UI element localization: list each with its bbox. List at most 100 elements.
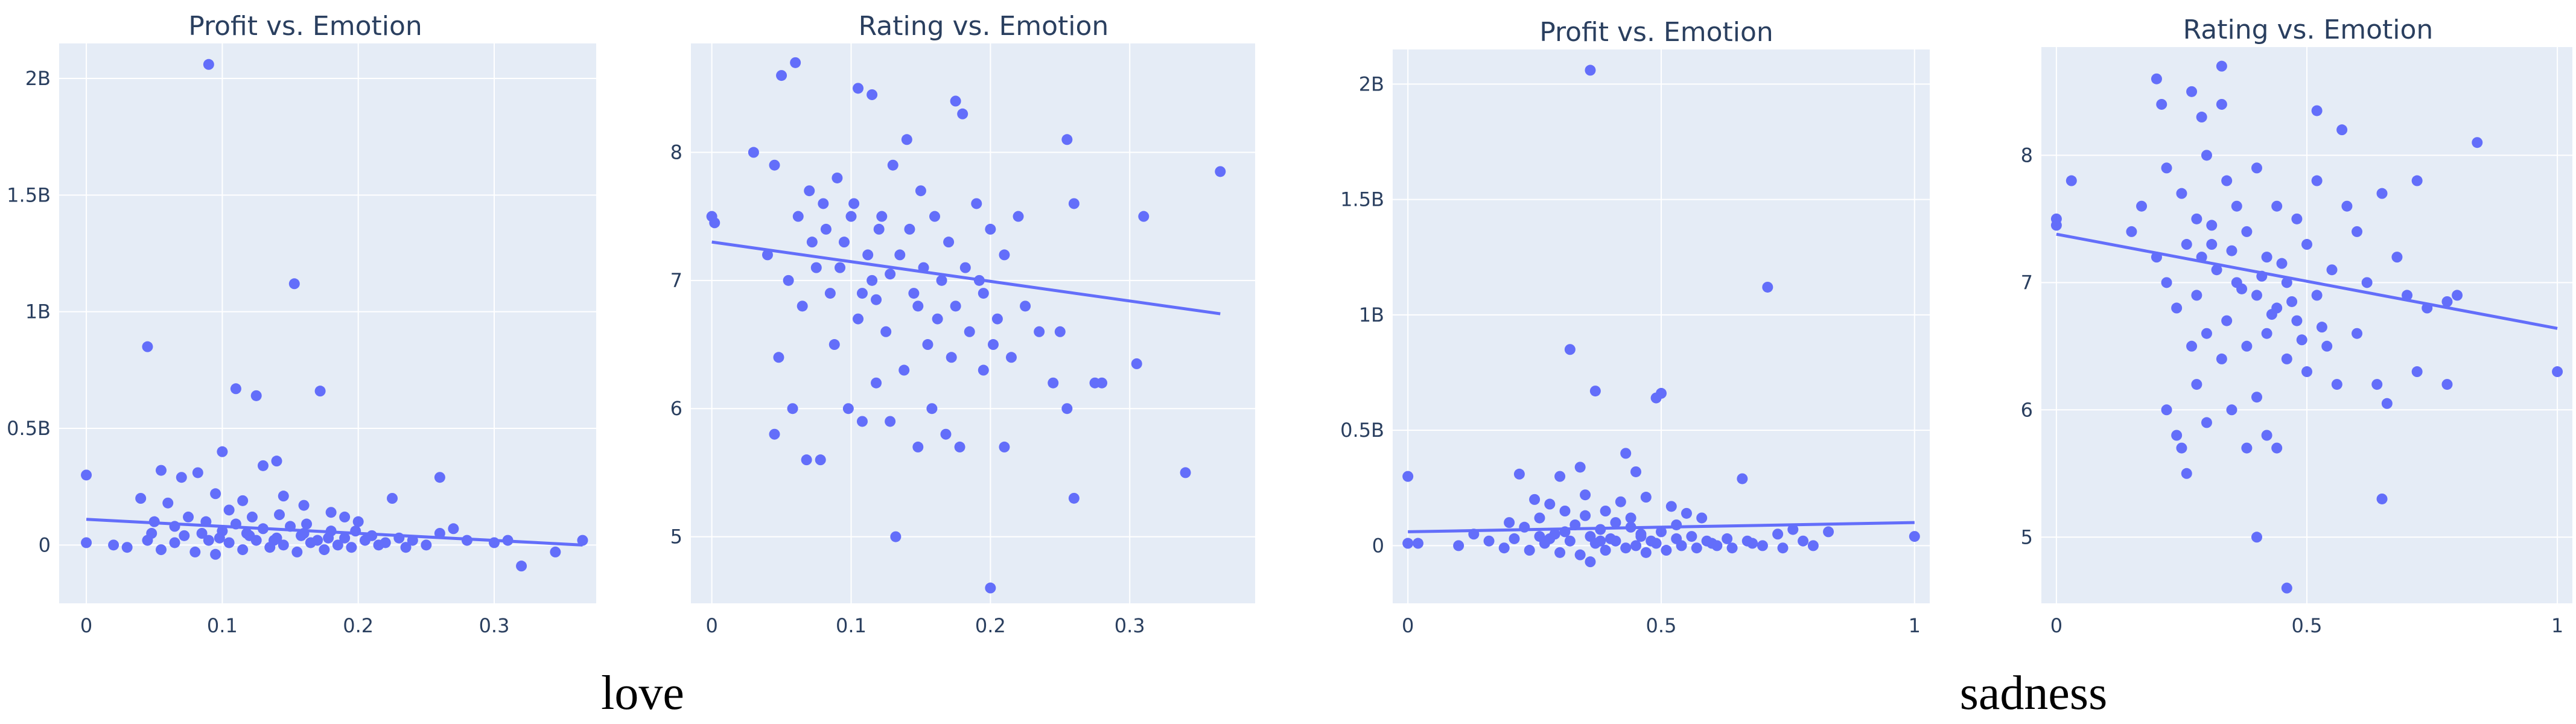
scatter-point — [999, 441, 1010, 453]
scatter-point — [301, 518, 313, 530]
y-tick-label: 2B — [25, 67, 51, 90]
scatter-point — [709, 217, 720, 229]
scatter-point — [271, 456, 282, 467]
scatter-point — [192, 467, 203, 478]
scatter-point — [2161, 404, 2172, 416]
x-tick-label: 0 — [705, 614, 717, 637]
scatter-point — [269, 535, 279, 546]
scatter-point — [2381, 398, 2393, 409]
scatter-point — [1215, 166, 1226, 177]
chart-title: Profit vs. Emotion — [1539, 17, 1773, 48]
scatter-point — [155, 465, 167, 476]
scatter-point — [1554, 547, 1566, 558]
scatter-point — [1610, 535, 1621, 547]
scatter-point — [2176, 188, 2187, 199]
scatter-point — [1726, 542, 1738, 554]
scatter-point — [2241, 226, 2253, 237]
scatter-point — [189, 546, 201, 557]
scatter-point — [1722, 533, 1733, 544]
y-tick-label: 1B — [25, 300, 51, 323]
scatter-point — [2376, 493, 2388, 504]
scatter-point — [352, 516, 364, 527]
scatter-point — [1595, 535, 1606, 547]
scatter-point — [957, 108, 968, 119]
scatter-point — [932, 313, 943, 325]
scatter-point — [1096, 377, 1108, 389]
scatter-point — [2156, 98, 2167, 110]
scatter-point — [867, 275, 878, 286]
scatter-point — [2241, 442, 2253, 454]
scatter-point — [773, 352, 784, 363]
scatter-point — [1909, 531, 1920, 542]
scatter-point — [842, 403, 854, 414]
scatter-point — [1005, 352, 1017, 363]
caption-sadness: sadness — [1960, 667, 2107, 720]
y-tick-label: 7 — [670, 269, 682, 292]
scatter-point — [1534, 512, 1545, 524]
scatter-point — [1574, 462, 1586, 473]
scatter-point — [1656, 387, 1667, 399]
scatter-point — [2331, 379, 2342, 390]
scatter-point — [2201, 150, 2212, 161]
scatter-point — [325, 507, 337, 518]
y-tick-label: 6 — [2021, 398, 2033, 421]
y-tick-label: 6 — [670, 397, 682, 420]
scatter-point — [2236, 283, 2248, 294]
scatter-point — [1691, 542, 1702, 554]
scatter-point — [1402, 471, 1414, 482]
scatter-point — [1054, 326, 1066, 337]
scatter-point — [314, 386, 326, 397]
x-tick-label: 0.1 — [836, 614, 867, 637]
scatter-point — [108, 539, 119, 551]
scatter-point — [954, 441, 965, 453]
scatter-point — [1131, 358, 1142, 369]
scatter-point — [250, 535, 262, 546]
scatter-point — [2181, 468, 2192, 479]
scatter-point — [2402, 290, 2413, 301]
scatter-point — [838, 237, 850, 248]
scatter-point — [288, 278, 300, 290]
scatter-point — [339, 532, 351, 544]
x-tick-label: 1 — [2551, 614, 2563, 637]
scatter-point — [319, 544, 330, 556]
scatter-point — [1757, 540, 1768, 551]
scatter-point — [2216, 60, 2227, 72]
scatter-point — [1068, 198, 1080, 209]
scatter-point — [1777, 542, 1789, 554]
scatter-point — [871, 377, 882, 389]
scatter-point — [2271, 200, 2283, 212]
scatter-point — [274, 509, 285, 521]
scatter-point — [1580, 489, 1591, 501]
scatter-point — [2266, 309, 2277, 320]
scatter-point — [2311, 290, 2323, 301]
scatter-point — [987, 339, 999, 351]
scatter-point — [1615, 496, 1626, 507]
scatter-point — [237, 544, 249, 556]
scatter-point — [2176, 442, 2187, 454]
scatter-point — [176, 472, 187, 483]
scatter-point — [2251, 392, 2262, 403]
scatter-point — [2226, 245, 2237, 256]
scatter-point — [835, 262, 846, 273]
scatter-point — [203, 535, 214, 546]
scatter-point — [1686, 531, 1697, 542]
scatter-point — [179, 530, 190, 541]
scatter-point — [298, 500, 310, 511]
scatter-point — [820, 223, 832, 235]
scatter-point — [1504, 517, 1515, 529]
x-tick-label: 0 — [2050, 614, 2062, 637]
scatter-point — [2161, 162, 2172, 174]
scatter-point — [2126, 226, 2137, 237]
scatter-point — [894, 249, 906, 261]
scatter-point — [1701, 535, 1713, 547]
scatter-point — [2151, 73, 2162, 84]
scatter-point — [1529, 494, 1541, 505]
scatter-point — [1676, 540, 1687, 551]
scatter-point — [162, 497, 174, 509]
scatter-point — [915, 185, 926, 197]
scatter-point — [801, 454, 812, 466]
chart-title: Rating vs. Emotion — [2183, 14, 2434, 45]
scatter-point — [991, 313, 1003, 325]
scatter-point — [2206, 239, 2218, 250]
scatter-point — [797, 300, 808, 312]
